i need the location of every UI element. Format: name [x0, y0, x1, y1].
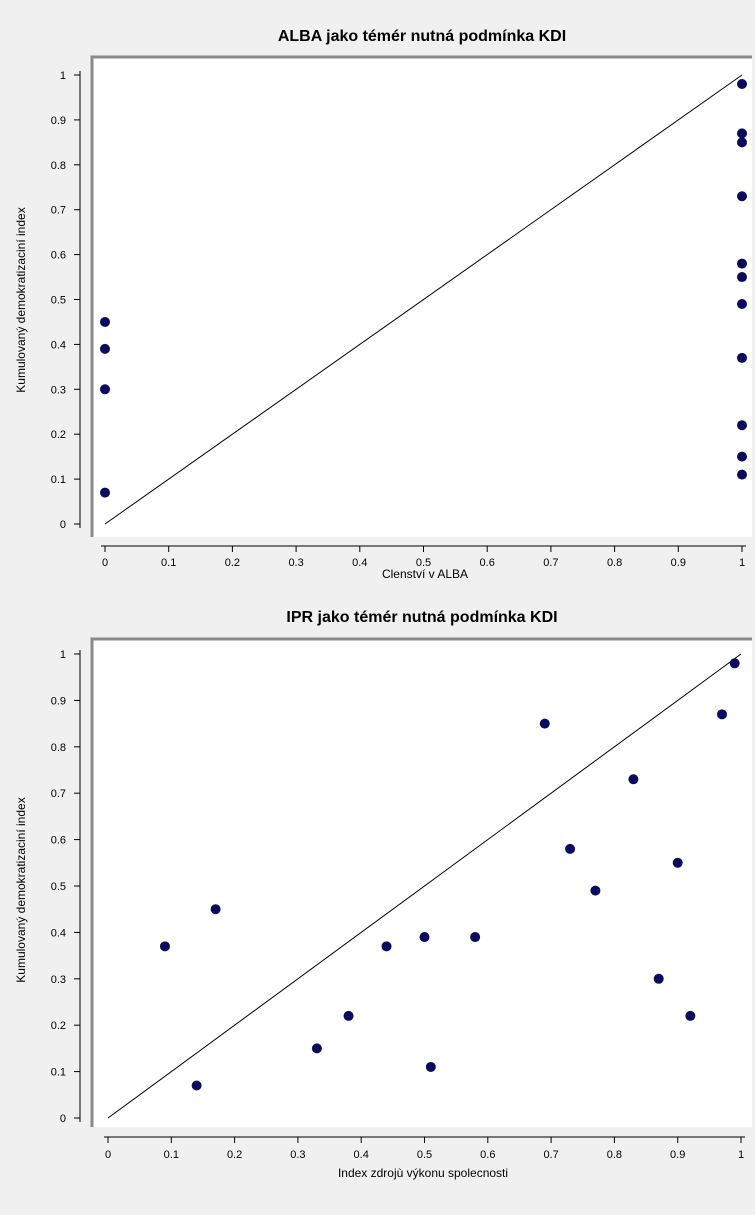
data-point — [672, 857, 683, 868]
x-axis-label: Index zdrojù výkonu spolecnosti — [338, 1166, 508, 1180]
data-point — [729, 658, 740, 669]
y-tick-label: 0.4 — [51, 927, 66, 939]
y-tick-label: 0.7 — [51, 205, 66, 217]
data-point — [737, 420, 747, 431]
x-tick-label: 0.1 — [164, 1149, 179, 1161]
x-tick-label: 0.8 — [607, 557, 622, 569]
data-point — [100, 384, 110, 395]
chart-panel-2: IPR jako témér nutná podmínka KDI 0 0 0.1 0.… — [14, 609, 752, 1180]
data-point — [590, 885, 601, 896]
y-tick-label: 0.5 — [51, 881, 66, 893]
x-tick-label: 0.4 — [352, 557, 367, 569]
data-point — [628, 774, 639, 785]
x-tick-label: 0.2 — [225, 557, 240, 569]
x-tick-label: 1 — [739, 557, 745, 569]
y-axis-label: Kumulovaný demokratizaciní index — [14, 207, 28, 392]
y-tick-label: 0.3 — [51, 384, 66, 396]
reference-line — [104, 74, 743, 525]
y-tick-label: 0.8 — [51, 742, 66, 754]
y-tick-label: 0 — [60, 519, 66, 531]
plot-area — [92, 57, 752, 537]
y-tick-label: 0.6 — [51, 250, 66, 262]
chart-title: IPR jako témér nutná podmínka KDI — [286, 609, 557, 626]
reference-line — [107, 653, 742, 1119]
data-point — [210, 904, 221, 915]
x-tick-label: 0.4 — [354, 1149, 369, 1161]
x-tick-label: 0.5 — [416, 557, 431, 569]
data-point — [191, 1080, 202, 1091]
data-point — [343, 1010, 354, 1021]
y-tick-label: 0.9 — [51, 115, 66, 127]
y-tick-label: 1 — [60, 70, 66, 82]
data-point — [311, 1043, 322, 1054]
data-point — [381, 941, 392, 952]
data-point — [100, 316, 110, 327]
x-tick-label: 0.7 — [543, 1149, 558, 1161]
data-point — [159, 941, 170, 952]
data-point — [737, 352, 747, 363]
y-tick-label: 0.3 — [51, 974, 66, 986]
x-tick-label: 0.9 — [671, 557, 686, 569]
y-tick-label: 0.2 — [51, 429, 66, 441]
y-tick-label: 0.1 — [51, 474, 66, 486]
data-point — [737, 298, 747, 309]
y-tick-label: 0 — [60, 1113, 66, 1125]
y-tick-label: 0.6 — [51, 835, 66, 847]
data-point — [737, 272, 747, 283]
chart-panel-1: ALBA jako témér nutná podmínka KDI 0 0 0.1 0… — [14, 28, 752, 581]
data-point — [737, 191, 747, 202]
data-point — [470, 932, 481, 943]
data-point — [737, 78, 747, 89]
data-point — [737, 258, 747, 269]
data-point — [737, 137, 747, 148]
x-tick-label: 0.8 — [607, 1149, 622, 1161]
data-point — [419, 932, 430, 943]
data-point — [539, 718, 550, 729]
x-tick-label: 0.3 — [288, 557, 303, 569]
y-tick-label: 0.1 — [51, 1067, 66, 1079]
y-tick-label: 1 — [60, 649, 66, 661]
x-tick-label: 1 — [738, 1149, 744, 1161]
y-tick-label: 0.5 — [51, 295, 66, 307]
x-axis-label: Clenství v ALBA — [382, 567, 468, 581]
x-tick-label: 0.1 — [161, 557, 176, 569]
y-axis-label: Kumulovaný demokratizaciní index — [14, 797, 28, 982]
data-point — [717, 709, 728, 720]
data-point — [737, 451, 747, 462]
data-point — [737, 128, 747, 139]
x-tick-label: 0 — [105, 1149, 111, 1161]
data-point — [737, 469, 747, 480]
data-point — [653, 973, 664, 984]
x-tick-label: 0.2 — [227, 1149, 242, 1161]
x-tick-label: 0.6 — [480, 557, 495, 569]
y-tick-label: 0.9 — [51, 695, 66, 707]
x-tick-label: 0.9 — [670, 1149, 685, 1161]
y-tick-label: 0.8 — [51, 160, 66, 172]
x-tick-label: 0.7 — [543, 557, 558, 569]
x-tick-label: 0.3 — [290, 1149, 305, 1161]
y-tick-label: 0.4 — [51, 339, 66, 351]
x-tick-label: 0.5 — [417, 1149, 432, 1161]
x-tick-label: 0 — [102, 557, 108, 569]
plot-frame — [90, 637, 752, 1127]
y-tick-label: 0.7 — [51, 788, 66, 800]
plot-frame — [90, 55, 752, 537]
chart-title: ALBA jako témér nutná podmínka KDI — [278, 28, 566, 45]
data-point — [100, 487, 110, 498]
x-tick-label: 0.6 — [480, 1149, 495, 1161]
data-point — [565, 843, 576, 854]
data-point — [425, 1061, 436, 1072]
data-point — [685, 1010, 696, 1021]
y-tick-label: 0.2 — [51, 1020, 66, 1032]
data-point — [100, 343, 110, 354]
plot-area — [92, 639, 752, 1127]
